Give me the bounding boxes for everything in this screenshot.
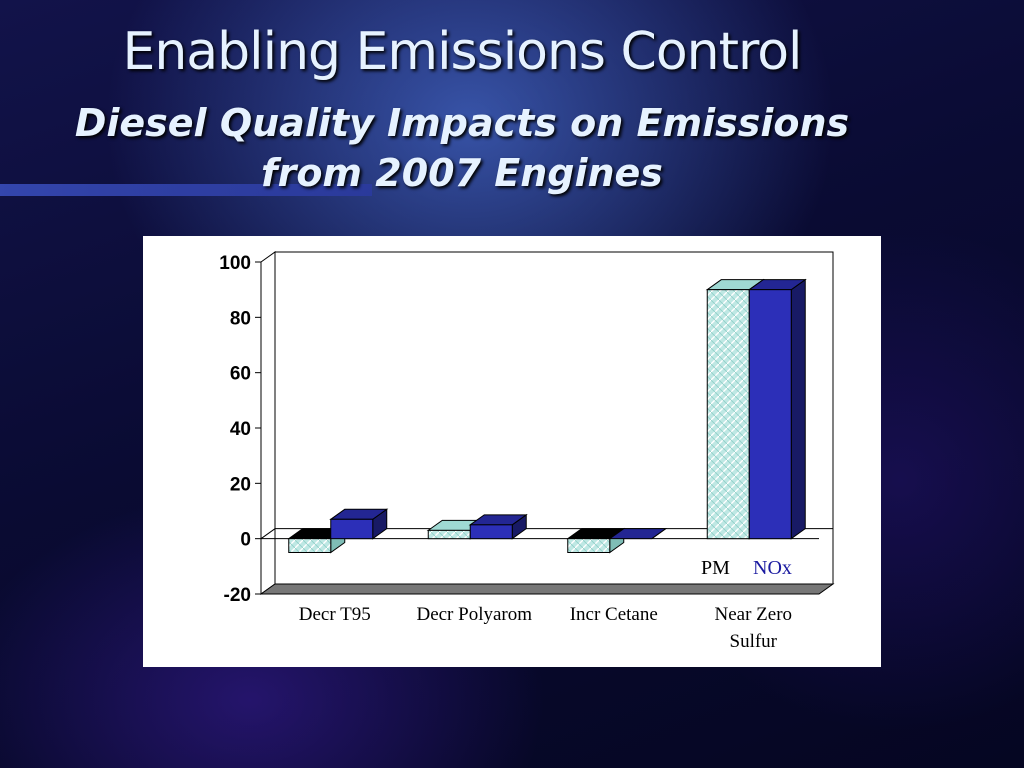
x-category-label: Sulfur [730, 631, 778, 652]
legend-item-nox: NOx [753, 557, 792, 579]
y-tick-label: 80 [230, 308, 251, 329]
bar-nox [748, 289, 792, 540]
y-tick-label: 60 [230, 364, 251, 385]
y-tick-label: 0 [240, 530, 251, 551]
legend-item-pm: PM [701, 557, 730, 579]
slide-subtitle: Diesel Quality Impacts on Emissions from… [0, 98, 924, 198]
slide-title: Enabling Emissions Control [122, 22, 802, 82]
subtitle-line-2: from 2007 Engines [261, 151, 663, 195]
chart-panel: 100 80 60 40 20 0 -20 Decr T95 Decr Polyarom Incr… [143, 236, 881, 667]
bar-side-nox [790, 278, 806, 540]
y-tick-label: 100 [219, 253, 251, 274]
bar-nox [330, 518, 374, 540]
x-category-label: Decr T95 [299, 604, 371, 625]
x-category-label: Decr Polyarom [416, 604, 532, 625]
y-tick-label: 20 [230, 474, 251, 495]
bar-pm [706, 289, 750, 540]
bar-pm [567, 538, 611, 553]
bar-pm [427, 529, 471, 540]
bar-pm [288, 538, 332, 553]
bar-nox [469, 524, 513, 540]
x-category-label: Near Zero [714, 604, 792, 625]
x-category-label: Incr Cetane [570, 604, 658, 625]
bar-top-nox [608, 528, 668, 540]
bar-chart: 100 80 60 40 20 0 -20 Decr T95 Decr Polyarom Incr… [219, 251, 835, 652]
chart-side-wall [260, 251, 276, 595]
subtitle-line-1: Diesel Quality Impacts on Emissions [74, 101, 850, 145]
y-tick-label: -20 [224, 585, 251, 606]
title-accent-bar [0, 184, 372, 196]
zero-line-depth [260, 528, 276, 540]
chart-floor [259, 583, 835, 595]
y-tick-label: 40 [230, 419, 251, 440]
